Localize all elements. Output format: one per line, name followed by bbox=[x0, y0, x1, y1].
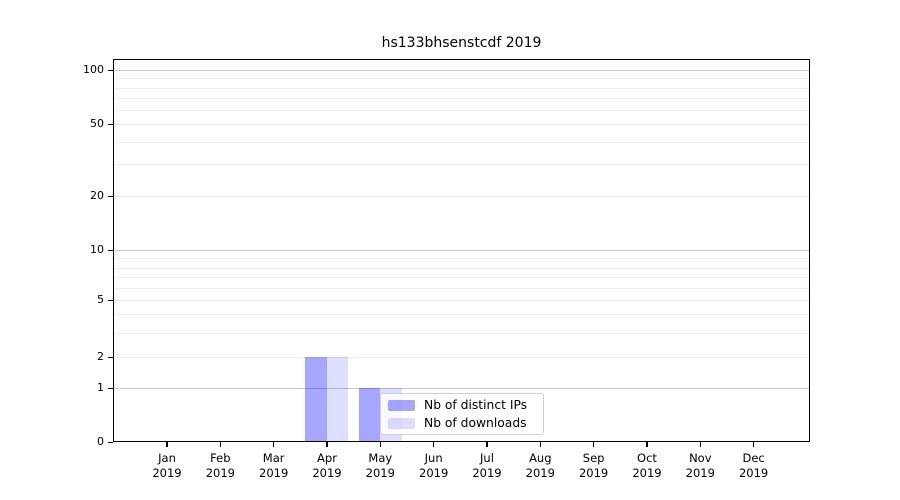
major-gridline bbox=[114, 70, 809, 71]
y-axis-tick bbox=[108, 299, 113, 301]
y-tick-label: 10 bbox=[90, 243, 104, 256]
x-axis-tick bbox=[272, 442, 275, 447]
x-axis-tick bbox=[326, 442, 328, 447]
major-gridline bbox=[114, 250, 809, 251]
y-tick-label: 5 bbox=[97, 293, 104, 306]
minor-gridline bbox=[114, 314, 809, 315]
y-tick-label: 1 bbox=[97, 381, 104, 394]
x-axis-tick bbox=[486, 442, 488, 447]
y-axis-tick bbox=[108, 387, 113, 389]
minor-gridline bbox=[114, 110, 809, 111]
bar-distinct-ips bbox=[305, 357, 327, 442]
y-tick-label: 50 bbox=[90, 117, 104, 130]
legend-swatch-downloads-icon bbox=[388, 417, 415, 429]
x-tick-label: Sep 2019 bbox=[578, 451, 609, 480]
legend-label: Nb of downloads bbox=[424, 416, 527, 430]
y-tick-label: 2 bbox=[97, 350, 104, 363]
x-tick-label: Aug 2019 bbox=[525, 451, 555, 480]
y-tick-label: 20 bbox=[90, 189, 104, 202]
minor-gridline bbox=[114, 196, 809, 197]
x-tick-label: May 2019 bbox=[365, 451, 395, 480]
minor-gridline bbox=[114, 98, 809, 99]
x-axis-tick bbox=[752, 442, 755, 447]
x-axis-tick bbox=[699, 442, 702, 447]
x-axis-tick bbox=[539, 442, 542, 447]
x-tick-label: Oct 2019 bbox=[632, 451, 662, 480]
minor-gridline bbox=[114, 142, 809, 143]
minor-gridline bbox=[114, 300, 809, 301]
bar-downloads bbox=[326, 357, 349, 442]
x-tick-label: Mar 2019 bbox=[259, 451, 289, 480]
minor-gridline bbox=[114, 88, 809, 89]
legend-item-distinct-ips: Nb of distinct IPs bbox=[388, 398, 543, 412]
legend-label: Nb of distinct IPs bbox=[424, 398, 528, 412]
major-gridline bbox=[114, 388, 809, 389]
y-axis-tick bbox=[108, 195, 113, 197]
x-axis-tick bbox=[646, 442, 648, 447]
x-tick-label: Apr 2019 bbox=[312, 451, 342, 480]
y-axis-tick bbox=[108, 356, 113, 358]
y-tick-label: 100 bbox=[83, 63, 104, 76]
x-axis-tick bbox=[379, 442, 382, 447]
minor-gridline bbox=[114, 268, 809, 269]
bar-distinct-ips bbox=[358, 388, 381, 442]
minor-gridline bbox=[114, 288, 809, 289]
y-axis-tick bbox=[108, 249, 113, 251]
minor-gridline bbox=[114, 333, 809, 334]
y-tick-label: 0 bbox=[97, 435, 104, 448]
chart-title: hs133bhsenstcdf 2019 bbox=[381, 35, 542, 51]
legend-swatch-distinct-ips-icon bbox=[388, 399, 415, 411]
x-tick-label: Jul 2019 bbox=[472, 451, 502, 480]
y-axis-tick bbox=[108, 441, 113, 443]
minor-gridline bbox=[114, 78, 809, 79]
x-tick-label: Jun 2019 bbox=[419, 451, 449, 480]
minor-gridline bbox=[114, 164, 809, 165]
y-axis-tick bbox=[108, 123, 113, 125]
x-tick-label: Nov 2019 bbox=[685, 451, 715, 480]
minor-gridline bbox=[114, 258, 809, 259]
x-tick-label: Feb 2019 bbox=[205, 451, 235, 480]
minor-gridline bbox=[114, 277, 809, 278]
legend: Nb of distinct IPs Nb of downloads bbox=[380, 393, 544, 435]
x-axis-tick bbox=[592, 442, 595, 447]
x-axis-tick bbox=[432, 442, 435, 447]
minor-gridline bbox=[114, 124, 809, 125]
minor-gridline bbox=[114, 357, 809, 358]
x-axis-tick bbox=[219, 442, 222, 447]
y-axis-tick bbox=[108, 69, 113, 71]
legend-item-downloads: Nb of downloads bbox=[388, 416, 543, 430]
x-tick-label: Dec 2019 bbox=[738, 451, 769, 480]
x-axis-tick bbox=[166, 442, 168, 447]
x-tick-label: Jan 2019 bbox=[152, 451, 182, 480]
